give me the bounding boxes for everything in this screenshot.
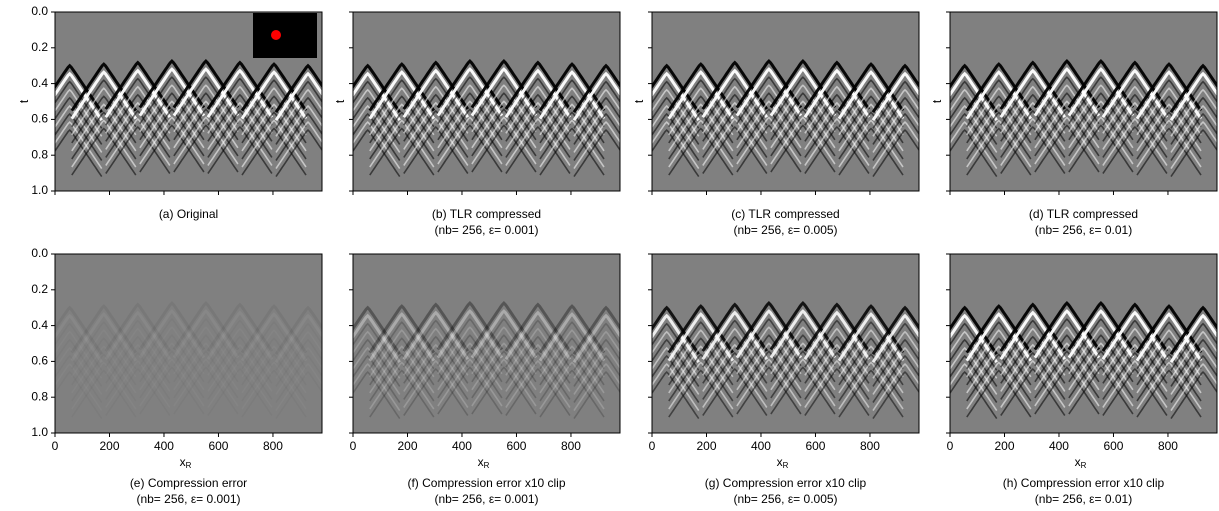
x-tick-label: 800: [263, 439, 283, 453]
x-axis-label: xR: [1075, 455, 1087, 470]
x-tick-label: 600: [1103, 439, 1123, 453]
x-tick-label: 0: [350, 439, 357, 453]
image-background: [652, 254, 919, 433]
y-axis-label: t: [17, 99, 31, 103]
x-tick-label: 200: [99, 439, 119, 453]
x-tick-label: 600: [506, 439, 526, 453]
plot-frame: [352, 11, 621, 192]
panel-caption: (nb= 256, ε= 0.01): [1035, 492, 1132, 506]
seismic-pattern: [353, 300, 620, 420]
seismic-pattern: [950, 300, 1217, 420]
plot-frame: [949, 253, 1218, 434]
plot-frame: [651, 253, 920, 434]
plot-frame: [54, 253, 323, 434]
plot-frame: [352, 253, 621, 434]
panel-caption: (g) Compression error x10 clip: [705, 476, 867, 490]
x-tick-label: 0: [52, 439, 59, 453]
panel-caption: (nb= 256, ε= 0.001): [434, 223, 538, 237]
panel-caption: (nb= 256, ε= 0.001): [136, 492, 240, 506]
x-tick-label: 400: [452, 439, 472, 453]
x-tick-label: 200: [397, 439, 417, 453]
panel-caption: (nb= 256, ε= 0.001): [434, 492, 538, 506]
image-background: [55, 254, 322, 433]
panel-caption: (nb= 256, ε= 0.01): [1035, 223, 1132, 237]
source-marker: [271, 30, 281, 40]
y-tick-label: 0.4: [31, 76, 48, 90]
x-tick-label: 200: [696, 439, 716, 453]
y-tick-label: 1.0: [31, 425, 48, 439]
x-axis-label-sub: R: [186, 461, 192, 470]
panel-caption: (d) TLR compressed: [1029, 207, 1138, 221]
x-tick-label: 800: [1158, 439, 1178, 453]
x-axis-label-main: x: [478, 455, 484, 469]
x-tick-label: 800: [561, 439, 581, 453]
y-tick-label: 0.0: [31, 4, 48, 18]
seismic-pattern: [652, 300, 919, 420]
seismic-pattern: [950, 58, 1217, 178]
panel-caption: (nb= 256, ε= 0.005): [733, 223, 837, 237]
y-tick-label: 0.0: [31, 246, 48, 260]
plot-frame: [949, 11, 1218, 192]
x-axis-label-main: x: [777, 455, 783, 469]
x-tick-label: 400: [154, 439, 174, 453]
y-tick-label: 0.8: [31, 147, 48, 161]
y-tick-label: 0.6: [31, 112, 48, 126]
y-axis-label: t: [632, 99, 646, 103]
x-axis-label: xR: [180, 455, 192, 470]
x-tick-label: 400: [751, 439, 771, 453]
x-axis-label: xR: [777, 455, 789, 470]
panel-caption: (h) Compression error x10 clip: [1003, 476, 1165, 490]
seismic-pattern: [353, 58, 620, 178]
inset-map: [253, 13, 317, 58]
y-axis-label: t: [333, 99, 347, 103]
x-tick-label: 0: [947, 439, 954, 453]
y-tick-label: 0.6: [31, 354, 48, 368]
x-axis-label-sub: R: [484, 461, 490, 470]
y-tick-label: 0.2: [31, 282, 48, 296]
panel-caption: (c) TLR compressed: [731, 207, 839, 221]
y-tick-label: 0.8: [31, 389, 48, 403]
x-axis-label-main: x: [180, 455, 186, 469]
x-tick-label: 200: [994, 439, 1014, 453]
x-axis-label-main: x: [1075, 455, 1081, 469]
seismic-pattern: [652, 58, 919, 178]
panel-caption: (f) Compression error x10 clip: [407, 476, 565, 490]
image-background: [353, 254, 620, 433]
seismic-pattern: [55, 300, 322, 364]
panel-caption: (b) TLR compressed: [432, 207, 541, 221]
x-tick-label: 0: [649, 439, 656, 453]
x-axis-label: xR: [478, 455, 490, 470]
x-axis-label-sub: R: [1081, 461, 1087, 470]
x-axis-label-sub: R: [783, 461, 789, 470]
plot-frame: [54, 11, 323, 192]
y-tick-label: 1.0: [31, 183, 48, 197]
y-tick-label: 0.4: [31, 318, 48, 332]
x-tick-label: 600: [805, 439, 825, 453]
y-tick-label: 0.2: [31, 40, 48, 54]
plot-frame: [651, 11, 920, 192]
x-tick-label: 600: [208, 439, 228, 453]
x-tick-label: 800: [860, 439, 880, 453]
x-tick-label: 400: [1049, 439, 1069, 453]
panel-caption: (a) Original: [159, 207, 218, 221]
panel-caption: (nb= 256, ε= 0.005): [733, 492, 837, 506]
seismic-pattern: [55, 58, 322, 178]
panel-caption: (e) Compression error: [130, 476, 247, 490]
y-axis-label: t: [930, 99, 944, 103]
